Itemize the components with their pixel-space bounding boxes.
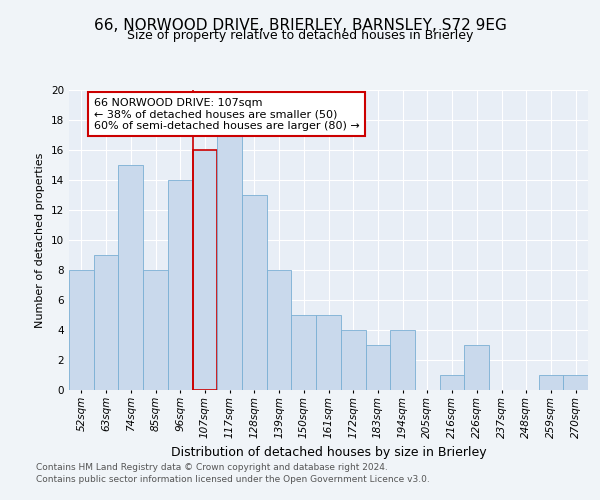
- Bar: [365, 345, 390, 390]
- Text: Contains public sector information licensed under the Open Government Licence v3: Contains public sector information licen…: [36, 475, 430, 484]
- Bar: [316, 315, 341, 390]
- Bar: [539, 375, 563, 390]
- Bar: [440, 375, 464, 390]
- Text: Size of property relative to detached houses in Brierley: Size of property relative to detached ho…: [127, 29, 473, 42]
- Bar: [217, 135, 242, 390]
- Bar: [94, 255, 118, 390]
- Bar: [143, 270, 168, 390]
- Bar: [118, 165, 143, 390]
- Y-axis label: Number of detached properties: Number of detached properties: [35, 152, 46, 328]
- Bar: [69, 270, 94, 390]
- Bar: [193, 150, 217, 390]
- Bar: [292, 315, 316, 390]
- Bar: [267, 270, 292, 390]
- Bar: [563, 375, 588, 390]
- Bar: [341, 330, 365, 390]
- X-axis label: Distribution of detached houses by size in Brierley: Distribution of detached houses by size …: [170, 446, 487, 459]
- Text: 66 NORWOOD DRIVE: 107sqm
← 38% of detached houses are smaller (50)
60% of semi-d: 66 NORWOOD DRIVE: 107sqm ← 38% of detach…: [94, 98, 359, 130]
- Bar: [464, 345, 489, 390]
- Bar: [390, 330, 415, 390]
- Text: Contains HM Land Registry data © Crown copyright and database right 2024.: Contains HM Land Registry data © Crown c…: [36, 462, 388, 471]
- Text: 66, NORWOOD DRIVE, BRIERLEY, BARNSLEY, S72 9EG: 66, NORWOOD DRIVE, BRIERLEY, BARNSLEY, S…: [94, 18, 506, 32]
- Bar: [168, 180, 193, 390]
- Bar: [242, 195, 267, 390]
